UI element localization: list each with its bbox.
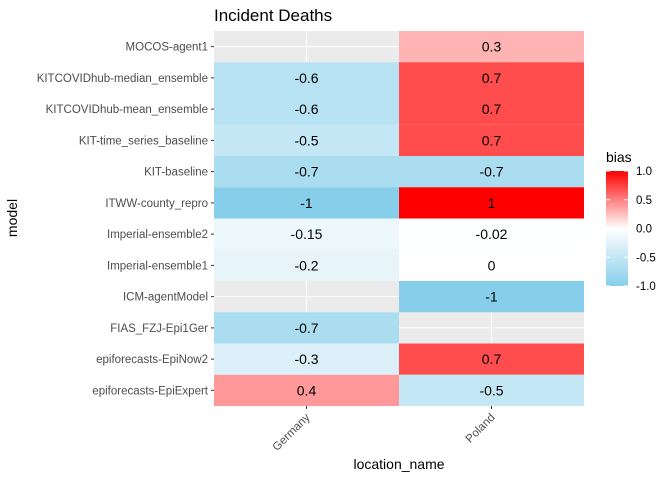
heatmap-cell — [399, 93, 584, 125]
heatmap-cell — [399, 187, 584, 219]
cell-value-label: 0.7 — [482, 101, 502, 117]
cell-value-label: 0.3 — [482, 39, 502, 55]
cell-value-label: -0.6 — [294, 70, 318, 86]
x-axis-title: location_name — [353, 456, 444, 472]
y-tick-label: epiforecasts-EpiExpert — [92, 385, 208, 397]
cell-value-label: -0.6 — [294, 101, 318, 117]
cell-value-label: -0.02 — [476, 226, 508, 242]
legend-tick-label: 1.0 — [636, 166, 652, 178]
cell-value-label: -0.15 — [291, 226, 323, 242]
x-tick-label: Germany — [271, 411, 313, 453]
legend-colorbar — [606, 171, 628, 286]
y-tick-label: ICM-agentModel — [123, 292, 208, 304]
cell-value-label: 0.7 — [482, 70, 502, 86]
cell-value-label: 0.7 — [482, 132, 502, 148]
heatmap-cell — [399, 124, 584, 156]
heatmap-cell — [214, 62, 399, 94]
cell-value-label: -0.7 — [294, 164, 318, 180]
heatmap-cells — [214, 31, 584, 406]
heatmap-cell — [214, 93, 399, 125]
heatmap-cell — [214, 124, 399, 156]
heatmap-cell — [214, 187, 399, 219]
chart-title: Incident Deaths — [214, 6, 332, 25]
legend-tick-label: -1.0 — [636, 281, 656, 293]
heatmap-cell — [214, 312, 399, 344]
y-tick-label: MOCOS-agent1 — [126, 42, 208, 54]
heatmap-cell — [214, 249, 399, 281]
heatmap-cell — [399, 62, 584, 94]
y-tick-label: KITCOVIDhub-mean_ensemble — [46, 104, 208, 116]
heatmap-cell — [399, 374, 584, 406]
x-axis: Germany Poland — [271, 406, 498, 454]
heatmap-cell — [214, 374, 399, 406]
cell-value-label: -0.2 — [294, 257, 318, 273]
cell-value-label: -0.7 — [479, 164, 503, 180]
legend-tick-label: -0.5 — [636, 252, 656, 264]
heatmap-cell — [399, 218, 584, 250]
cell-value-label: 0.4 — [297, 382, 317, 398]
cell-value-label: -0.5 — [479, 382, 503, 398]
y-tick-label: FIAS_FZJ-Epi1Ger — [110, 323, 208, 335]
heatmap-cell — [214, 156, 399, 188]
legend-title: bias — [606, 149, 632, 165]
cell-value-label: -0.5 — [294, 132, 318, 148]
y-axis-title: model — [4, 199, 20, 237]
heatmap-cell — [399, 156, 584, 188]
heatmap-cell — [399, 31, 584, 63]
y-tick-label: KIT-baseline — [144, 167, 208, 179]
cell-value-label: 1 — [488, 195, 496, 211]
cell-value-label: 0 — [488, 257, 496, 273]
x-tick-label: Poland — [464, 412, 498, 446]
cell-value-label: 0.7 — [482, 351, 502, 367]
y-tick-label: KITCOVIDhub-median_ensemble — [37, 73, 208, 85]
legend-tick-label: 0.5 — [636, 195, 652, 207]
cell-value-label: -1 — [300, 195, 313, 211]
cell-value-label: -0.7 — [294, 320, 318, 336]
cell-value-label: -0.3 — [294, 351, 318, 367]
y-tick-label: epiforecasts-EpiNow2 — [96, 354, 208, 366]
y-tick-label: Imperial-ensemble2 — [107, 229, 208, 241]
heatmap-cell — [214, 218, 399, 250]
heatmap-cell — [214, 343, 399, 375]
y-tick-label: ITWW-county_repro — [105, 198, 208, 210]
heatmap-cell — [399, 343, 584, 375]
cell-labels: 0.3 -0.6 0.7 -0.6 0.7 -0.5 0.7 -0.7 -0.7 -1 1 -0.15… — [291, 39, 508, 399]
color-legend: bias 1.0 0.5 0.0 -0.5 -1.0 — [606, 149, 656, 293]
y-axis: MOCOS-agent1 KITCOVIDhub-median_ensemble K… — [37, 42, 214, 397]
heatmap-cell — [399, 249, 584, 281]
y-tick-label: KIT-time_series_baseline — [79, 135, 208, 147]
y-tick-label: Imperial-ensemble1 — [107, 260, 208, 272]
heatmap-cell — [399, 281, 584, 313]
legend-tick-label: 0.0 — [636, 224, 652, 236]
cell-value-label: -1 — [485, 289, 498, 305]
